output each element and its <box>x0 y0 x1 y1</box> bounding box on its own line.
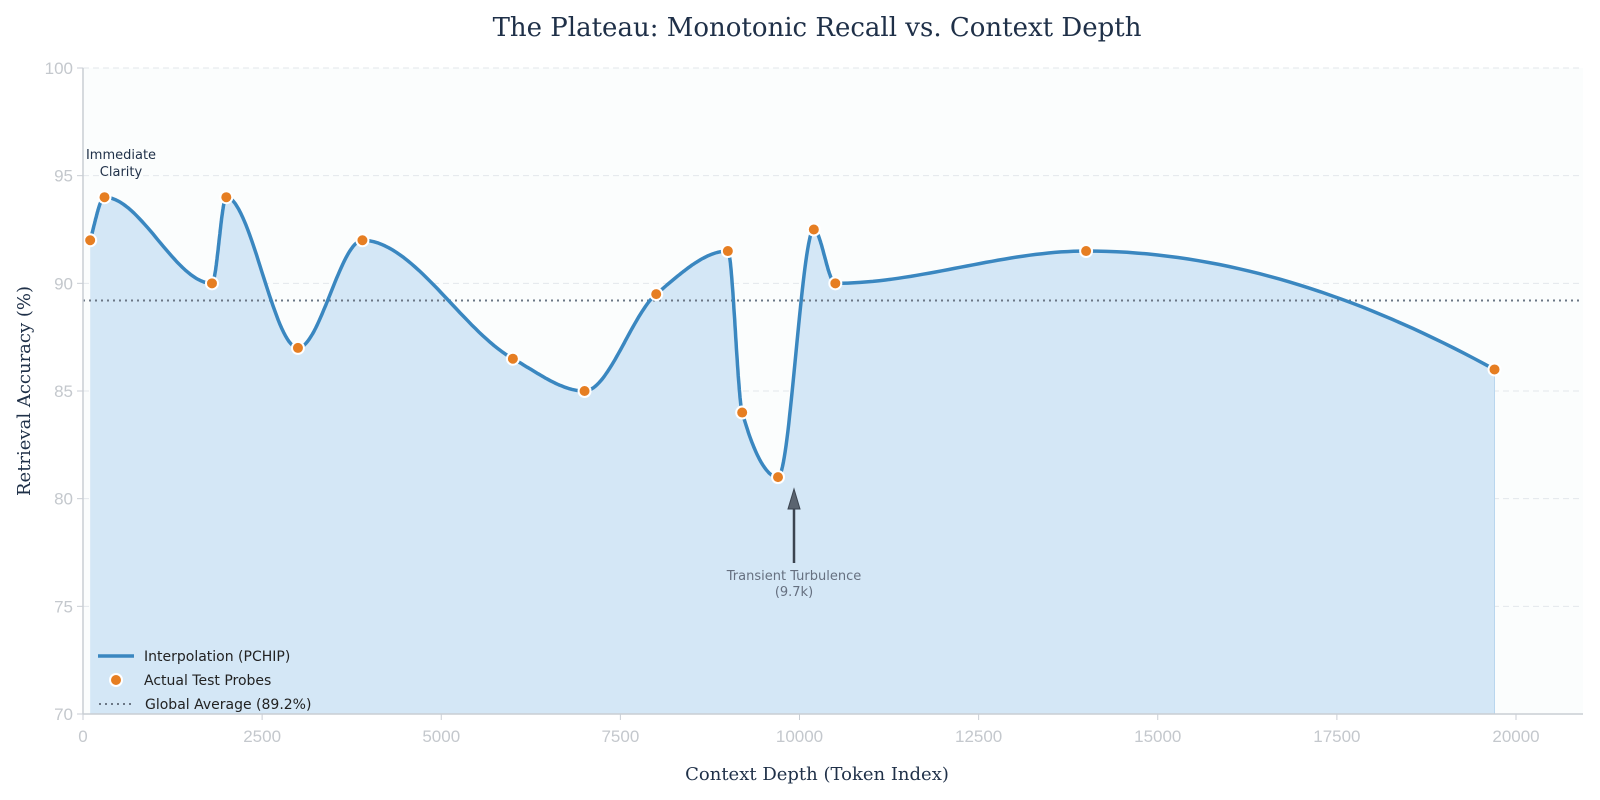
x-tick-label: 2500 <box>243 727 281 746</box>
x-axis-label: Context Depth (Token Index) <box>685 764 949 785</box>
annotation-text: Clarity <box>100 165 143 180</box>
x-ticks: 0 2500 5000 7500 10000 12500 15000 17500 20000 <box>78 714 1540 746</box>
probe-point <box>1487 362 1502 377</box>
probe-point <box>649 287 664 302</box>
legend-label-line: Interpolation (PCHIP) <box>144 649 290 665</box>
annotation-transient-turbulence: Transient Turbulence (9.7k) <box>726 487 861 600</box>
probe-point <box>720 244 735 259</box>
y-tick-label: 100 <box>45 59 73 78</box>
legend-label-average: Global Average (89.2%) <box>145 697 311 713</box>
legend: Interpolation (PCHIP) Actual Test Probes… <box>98 649 311 713</box>
y-tick-label: 95 <box>54 167 73 186</box>
probe-point <box>204 276 219 291</box>
y-tick-label: 70 <box>54 705 73 724</box>
probe-point <box>290 340 305 355</box>
probe-point <box>1079 244 1094 259</box>
legend-dot-swatch <box>109 673 123 687</box>
probe-point <box>828 276 843 291</box>
probe-point <box>577 384 592 398</box>
interpolation-line <box>88 195 1497 479</box>
y-tick-label: 90 <box>54 274 73 293</box>
probe-points <box>83 190 1502 485</box>
annotation-text: (9.7k) <box>775 585 813 600</box>
arrow-head-icon <box>787 487 801 510</box>
probe-point <box>771 470 786 485</box>
annotation-immediate-clarity: Immediate Clarity <box>86 148 156 180</box>
x-tick-label: 5000 <box>422 727 460 746</box>
annotation-text: Immediate <box>86 148 156 163</box>
x-tick-label: 12500 <box>955 727 1002 746</box>
x-tick-label: 17500 <box>1313 727 1360 746</box>
probe-point <box>97 190 112 205</box>
probe-point <box>505 351 520 366</box>
probe-point <box>355 233 370 248</box>
probe-point <box>735 405 750 420</box>
probe-point <box>219 190 234 205</box>
annotation-text: Transient Turbulence <box>726 569 861 584</box>
x-tick-label: 10000 <box>776 727 823 746</box>
y-axis-label: Retrieval Accuracy (%) <box>14 286 35 496</box>
probe-point <box>806 222 821 237</box>
x-tick-label: 0 <box>78 727 87 746</box>
x-tick-label: 7500 <box>601 727 639 746</box>
x-tick-label: 15000 <box>1134 727 1181 746</box>
y-tick-label: 85 <box>54 382 73 401</box>
legend-label-probes: Actual Test Probes <box>144 673 271 689</box>
y-ticks: 70 75 80 85 90 95 100 <box>45 59 83 724</box>
probe-point <box>83 233 98 248</box>
chart-title: The Plateau: Monotonic Recall vs. Contex… <box>493 13 1142 43</box>
y-tick-label: 80 <box>54 490 73 509</box>
y-tick-label: 75 <box>54 597 73 616</box>
area-fill <box>90 197 1495 714</box>
x-tick-label: 20000 <box>1492 727 1539 746</box>
